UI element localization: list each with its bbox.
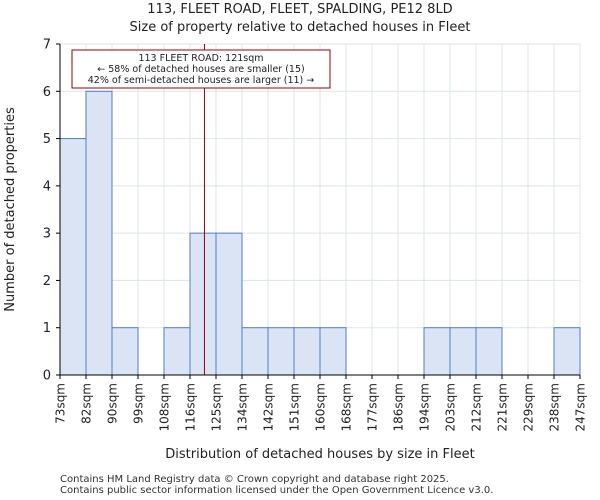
y-tick-label: 5 <box>43 132 51 147</box>
annotation-box <box>71 49 331 89</box>
x-tick-label: 82sqm <box>80 383 94 424</box>
x-tick-label: 160sqm <box>314 383 328 431</box>
histogram-bar <box>189 232 217 376</box>
x-tick-label: 116sqm <box>184 383 198 431</box>
histogram-bar <box>215 232 243 376</box>
x-tick-label: 194sqm <box>418 383 432 431</box>
histogram-bar <box>319 327 347 376</box>
x-tick-label: 99sqm <box>132 383 146 424</box>
annotation-text: 113 FLEET ROAD: 121sqm <box>138 53 263 64</box>
chart-subtitle: Size of property relative to detached ho… <box>129 20 471 35</box>
x-tick-label: 151sqm <box>288 383 302 431</box>
histogram-bar <box>241 327 269 376</box>
x-tick-label: 212sqm <box>470 383 484 431</box>
y-tick-label: 0 <box>43 369 51 384</box>
histogram-bar <box>267 327 295 376</box>
y-axis-label: Number of detached properties <box>3 107 18 312</box>
x-tick-label: 238sqm <box>548 383 562 431</box>
histogram-bar <box>59 138 87 376</box>
x-tick-label: 247sqm <box>574 383 588 431</box>
x-tick-label: 168sqm <box>340 383 354 431</box>
x-tick-label: 142sqm <box>262 383 276 431</box>
x-tick-label: 125sqm <box>210 383 224 431</box>
y-tick-label: 6 <box>43 85 51 100</box>
y-tick-label: 2 <box>43 274 51 289</box>
y-tick-label: 7 <box>43 38 51 53</box>
histogram-chart: 0 1 2 3 4 5 6 7 73sqm 82sqm 90sqm 99sqm 108sqm 116sqm… <box>3 38 588 463</box>
x-tick-label: 90sqm <box>106 383 120 424</box>
histogram-bar <box>423 327 451 376</box>
y-tick-label: 1 <box>43 321 51 336</box>
histogram-bar <box>475 327 503 376</box>
histogram-bar <box>85 90 113 376</box>
x-tick-label: 73sqm <box>54 383 68 424</box>
x-tick-label: 186sqm <box>392 383 406 431</box>
histogram-bar <box>111 327 139 376</box>
x-tick-label: 221sqm <box>496 383 510 431</box>
x-tick-label: 108sqm <box>158 383 172 431</box>
histogram-bar <box>449 327 477 376</box>
annotation-text: 42% of semi-detached houses are larger (… <box>88 75 315 86</box>
x-tick-label: 177sqm <box>366 383 380 431</box>
x-axis-label: Distribution of detached houses by size … <box>165 447 474 462</box>
x-tick-label: 203sqm <box>444 383 458 431</box>
footer-licence: Contains public sector information licen… <box>60 485 494 496</box>
histogram-bar <box>293 327 321 376</box>
x-tick-label: 134sqm <box>236 383 250 431</box>
annotation-text: ← 58% of detached houses are smaller (15… <box>97 64 304 75</box>
x-tick-label: 229sqm <box>522 383 536 431</box>
y-tick-label: 4 <box>43 179 51 194</box>
footer-copyright: Contains HM Land Registry data © Crown c… <box>60 474 449 485</box>
histogram-bar <box>553 327 581 376</box>
histogram-bar <box>163 327 191 376</box>
y-tick-label: 3 <box>43 227 51 242</box>
chart-title: 113, FLEET ROAD, FLEET, SPALDING, PE12 8… <box>147 2 453 17</box>
